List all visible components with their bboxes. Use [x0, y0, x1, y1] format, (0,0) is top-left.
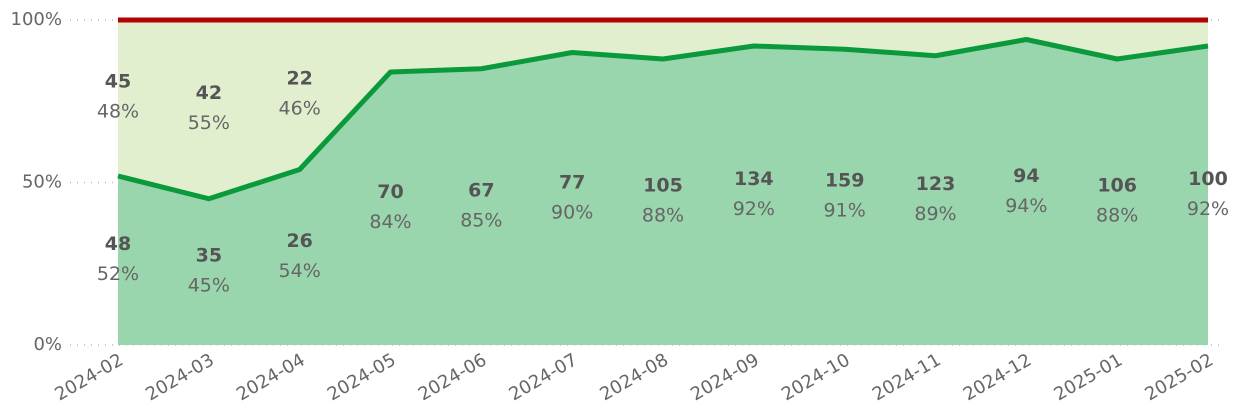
- count-label: 134: [734, 168, 774, 190]
- percent-label: 84%: [369, 211, 411, 233]
- count-label: 45: [105, 71, 131, 93]
- count-label: 94: [1013, 165, 1039, 187]
- x-tick-label: 2024-10: [778, 349, 854, 405]
- percent-label: 88%: [642, 205, 684, 227]
- x-tick-label: 2024-04: [233, 349, 309, 405]
- x-tick-label: 2025-01: [1051, 349, 1127, 405]
- count-label: 48: [105, 233, 131, 255]
- x-tick-label: 2024-08: [596, 349, 672, 405]
- percent-label: 55%: [188, 112, 230, 134]
- percent-label: 48%: [97, 101, 139, 123]
- percent-label: 52%: [97, 263, 139, 285]
- area: [118, 39, 1208, 345]
- count-label: 77: [559, 171, 585, 193]
- x-tick-label: 2024-11: [869, 349, 945, 405]
- percent-label: 92%: [733, 198, 775, 220]
- percent-label: 45%: [188, 274, 230, 296]
- percent-label: 94%: [1005, 195, 1047, 217]
- x-tick-label: 2024-12: [960, 349, 1036, 405]
- count-label: 106: [1097, 175, 1137, 197]
- percent-label: 85%: [460, 209, 502, 231]
- count-label: 35: [196, 244, 222, 266]
- y-tick-label: 50%: [22, 172, 62, 193]
- y-tick-label: 100%: [11, 9, 62, 30]
- count-label: 42: [196, 82, 222, 104]
- percent-label: 91%: [824, 200, 866, 222]
- x-tick-label: 2024-09: [687, 349, 763, 405]
- percent-label: 92%: [1187, 198, 1229, 220]
- x-tick-label: 2024-07: [506, 349, 582, 405]
- x-tick-label: 2024-06: [415, 349, 491, 405]
- percent-label: 89%: [914, 203, 956, 225]
- count-label: 26: [286, 230, 312, 252]
- x-tick-label: 2025-02: [1141, 349, 1217, 405]
- count-label: 70: [377, 181, 403, 203]
- count-label: 67: [468, 179, 494, 201]
- x-tick-label: 2024-03: [142, 349, 218, 405]
- percent-label: 54%: [279, 260, 321, 282]
- area: [118, 20, 1208, 199]
- count-label: 159: [825, 170, 865, 192]
- line: [117, 37, 1209, 202]
- y-tick-label: 0%: [33, 334, 62, 355]
- count-label: 100: [1188, 168, 1228, 190]
- percent-label: 90%: [551, 201, 593, 223]
- percent-label: 46%: [279, 97, 321, 119]
- x-tick-label: 2024-02: [51, 349, 127, 405]
- count-label: 105: [643, 175, 683, 197]
- count-label: 123: [916, 173, 956, 195]
- percent-label: 88%: [1096, 205, 1138, 227]
- x-tick-label: 2024-05: [324, 349, 400, 405]
- count-label: 22: [286, 67, 312, 89]
